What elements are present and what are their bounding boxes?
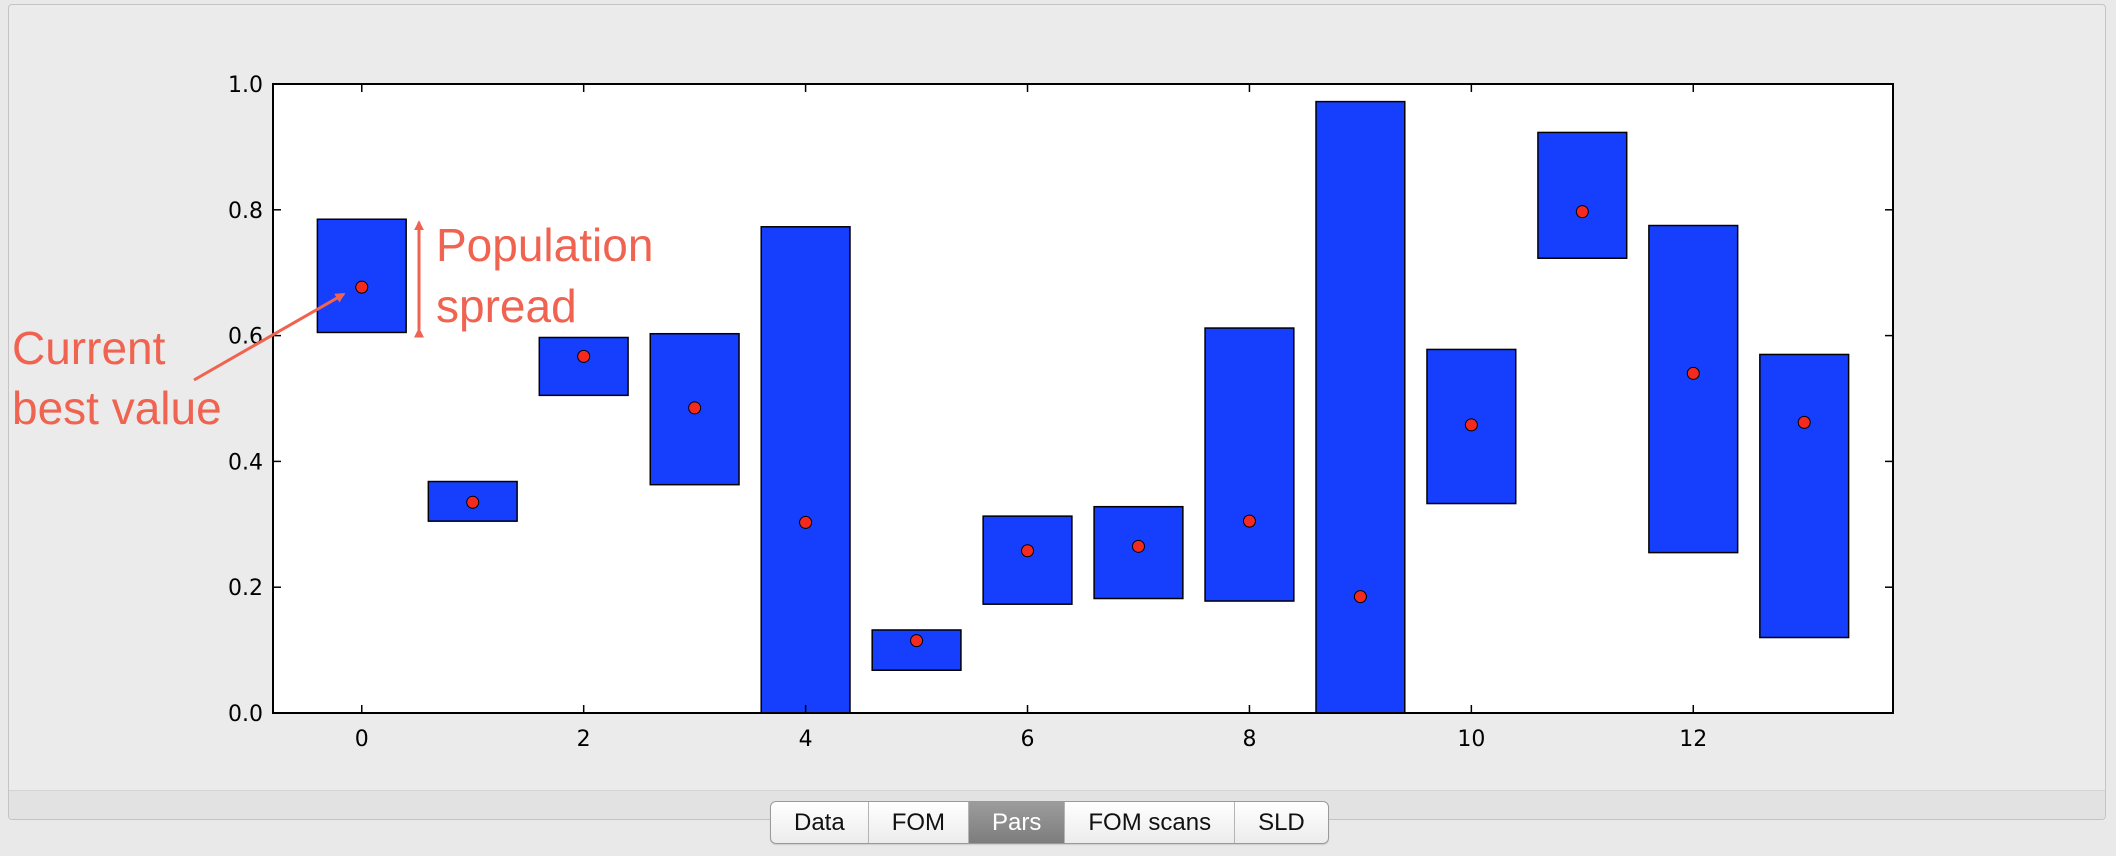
x-tick-label-6: 6: [1021, 727, 1035, 752]
x-tick-label-2: 2: [577, 727, 591, 752]
y-tick-label-0: 0.0: [228, 702, 263, 727]
spread-bar-8: [1204, 327, 1295, 602]
best-value-point-13: [1797, 415, 1811, 429]
best-value-point-6: [1021, 544, 1035, 558]
y-tick-label-4: 0.8: [228, 199, 263, 224]
best-value-point-11: [1575, 205, 1589, 219]
spread-annotation-line2: spread: [436, 280, 577, 332]
best-value-point-7: [1131, 539, 1145, 553]
spread-bar-4: [760, 226, 851, 714]
x-tick-label-4: 4: [799, 727, 813, 752]
best-value-arrow: [193, 292, 346, 382]
y-tick-label-5: 1.0: [228, 73, 263, 98]
axes-frame: [272, 83, 1894, 714]
best-value-point-10: [1464, 418, 1478, 432]
tab-fom-scans[interactable]: FOM scans: [1064, 802, 1234, 843]
spread-bar-6: [982, 515, 1073, 605]
spread-bar-2: [538, 336, 629, 397]
x-tick-label-10: 10: [1457, 727, 1485, 752]
view-tabs: Data FOM Pars FOM scans SLD: [770, 801, 1329, 844]
tab-pars[interactable]: Pars: [968, 802, 1065, 843]
tab-data[interactable]: Data: [794, 809, 845, 836]
tab-sld[interactable]: SLD: [1234, 802, 1328, 843]
pars-chart: 0 2 4 6 8 10 12 0.0 0.2 0.4 0.6 0.8 1.0 Population spr…: [12, 73, 1894, 752]
best-annotation-line1: Current: [12, 322, 166, 374]
x-tick-label-12: 12: [1679, 727, 1707, 752]
spread-bar-9: [1315, 100, 1406, 714]
best-value-point-9: [1353, 590, 1367, 604]
spread-bar-11: [1537, 131, 1628, 259]
y-tick-label-2: 0.4: [228, 450, 263, 475]
spread-bar-13: [1759, 353, 1850, 639]
best-value-point-8: [1242, 514, 1256, 528]
tab-fom[interactable]: FOM: [867, 802, 968, 843]
best-value-point-2: [577, 349, 591, 363]
best-value-point-3: [688, 401, 702, 415]
x-tick-label-0: 0: [355, 727, 369, 752]
best-value-point-4: [799, 515, 813, 529]
x-tick-label-8: 8: [1242, 727, 1256, 752]
best-value-point-12: [1686, 366, 1700, 380]
spread-bar-0: [316, 218, 407, 334]
spread-annotation-line1: Population: [436, 219, 653, 271]
best-value-point-0: [355, 280, 369, 294]
best-value-point-5: [910, 634, 924, 648]
y-tick-label-3: 0.6: [228, 325, 263, 350]
best-annotation-line2: best value: [12, 382, 222, 434]
y-tick-label-1: 0.2: [228, 576, 263, 601]
best-value-point-1: [466, 495, 480, 509]
spread-bar-12: [1648, 224, 1739, 554]
